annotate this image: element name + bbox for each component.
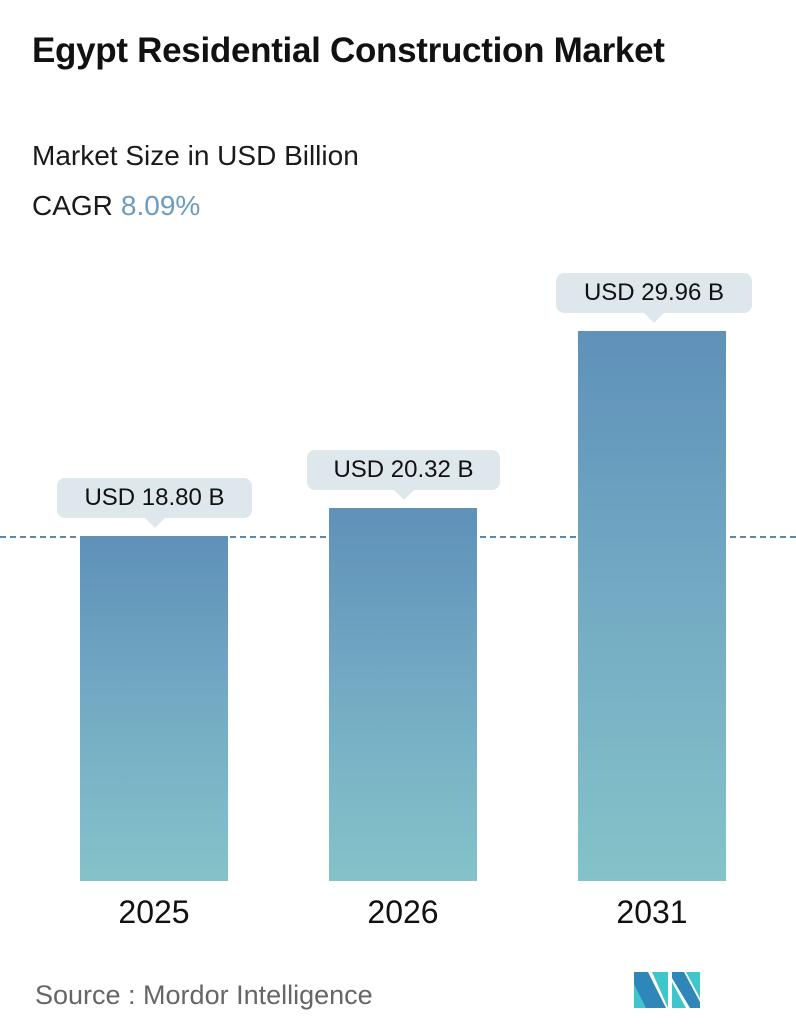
mordor-intelligence-logo-icon	[634, 972, 700, 1008]
bar-label-2025: USD 18.80 B	[57, 478, 252, 528]
x-label-2025: 2025	[118, 894, 190, 930]
bar-2025	[80, 536, 228, 881]
bar-label-2031: USD 29.96 B	[556, 273, 752, 323]
source-text: Source : Mordor Intelligence	[35, 980, 373, 1010]
chart-title: Egypt Residential Construction Market	[32, 31, 665, 70]
bar-2031	[578, 331, 726, 881]
chart-subtitle: Market Size in USD Billion	[32, 140, 359, 171]
cagr-line: CAGR 8.09%	[32, 190, 200, 222]
bar-label-2026: USD 20.32 B	[307, 450, 500, 500]
bar-2026	[329, 508, 477, 881]
cagr-value: 8.09%	[120, 190, 201, 221]
cagr-label: CAGR	[32, 190, 113, 221]
x-label-2031: 2031	[616, 894, 688, 930]
x-label-2026: 2026	[367, 894, 439, 930]
